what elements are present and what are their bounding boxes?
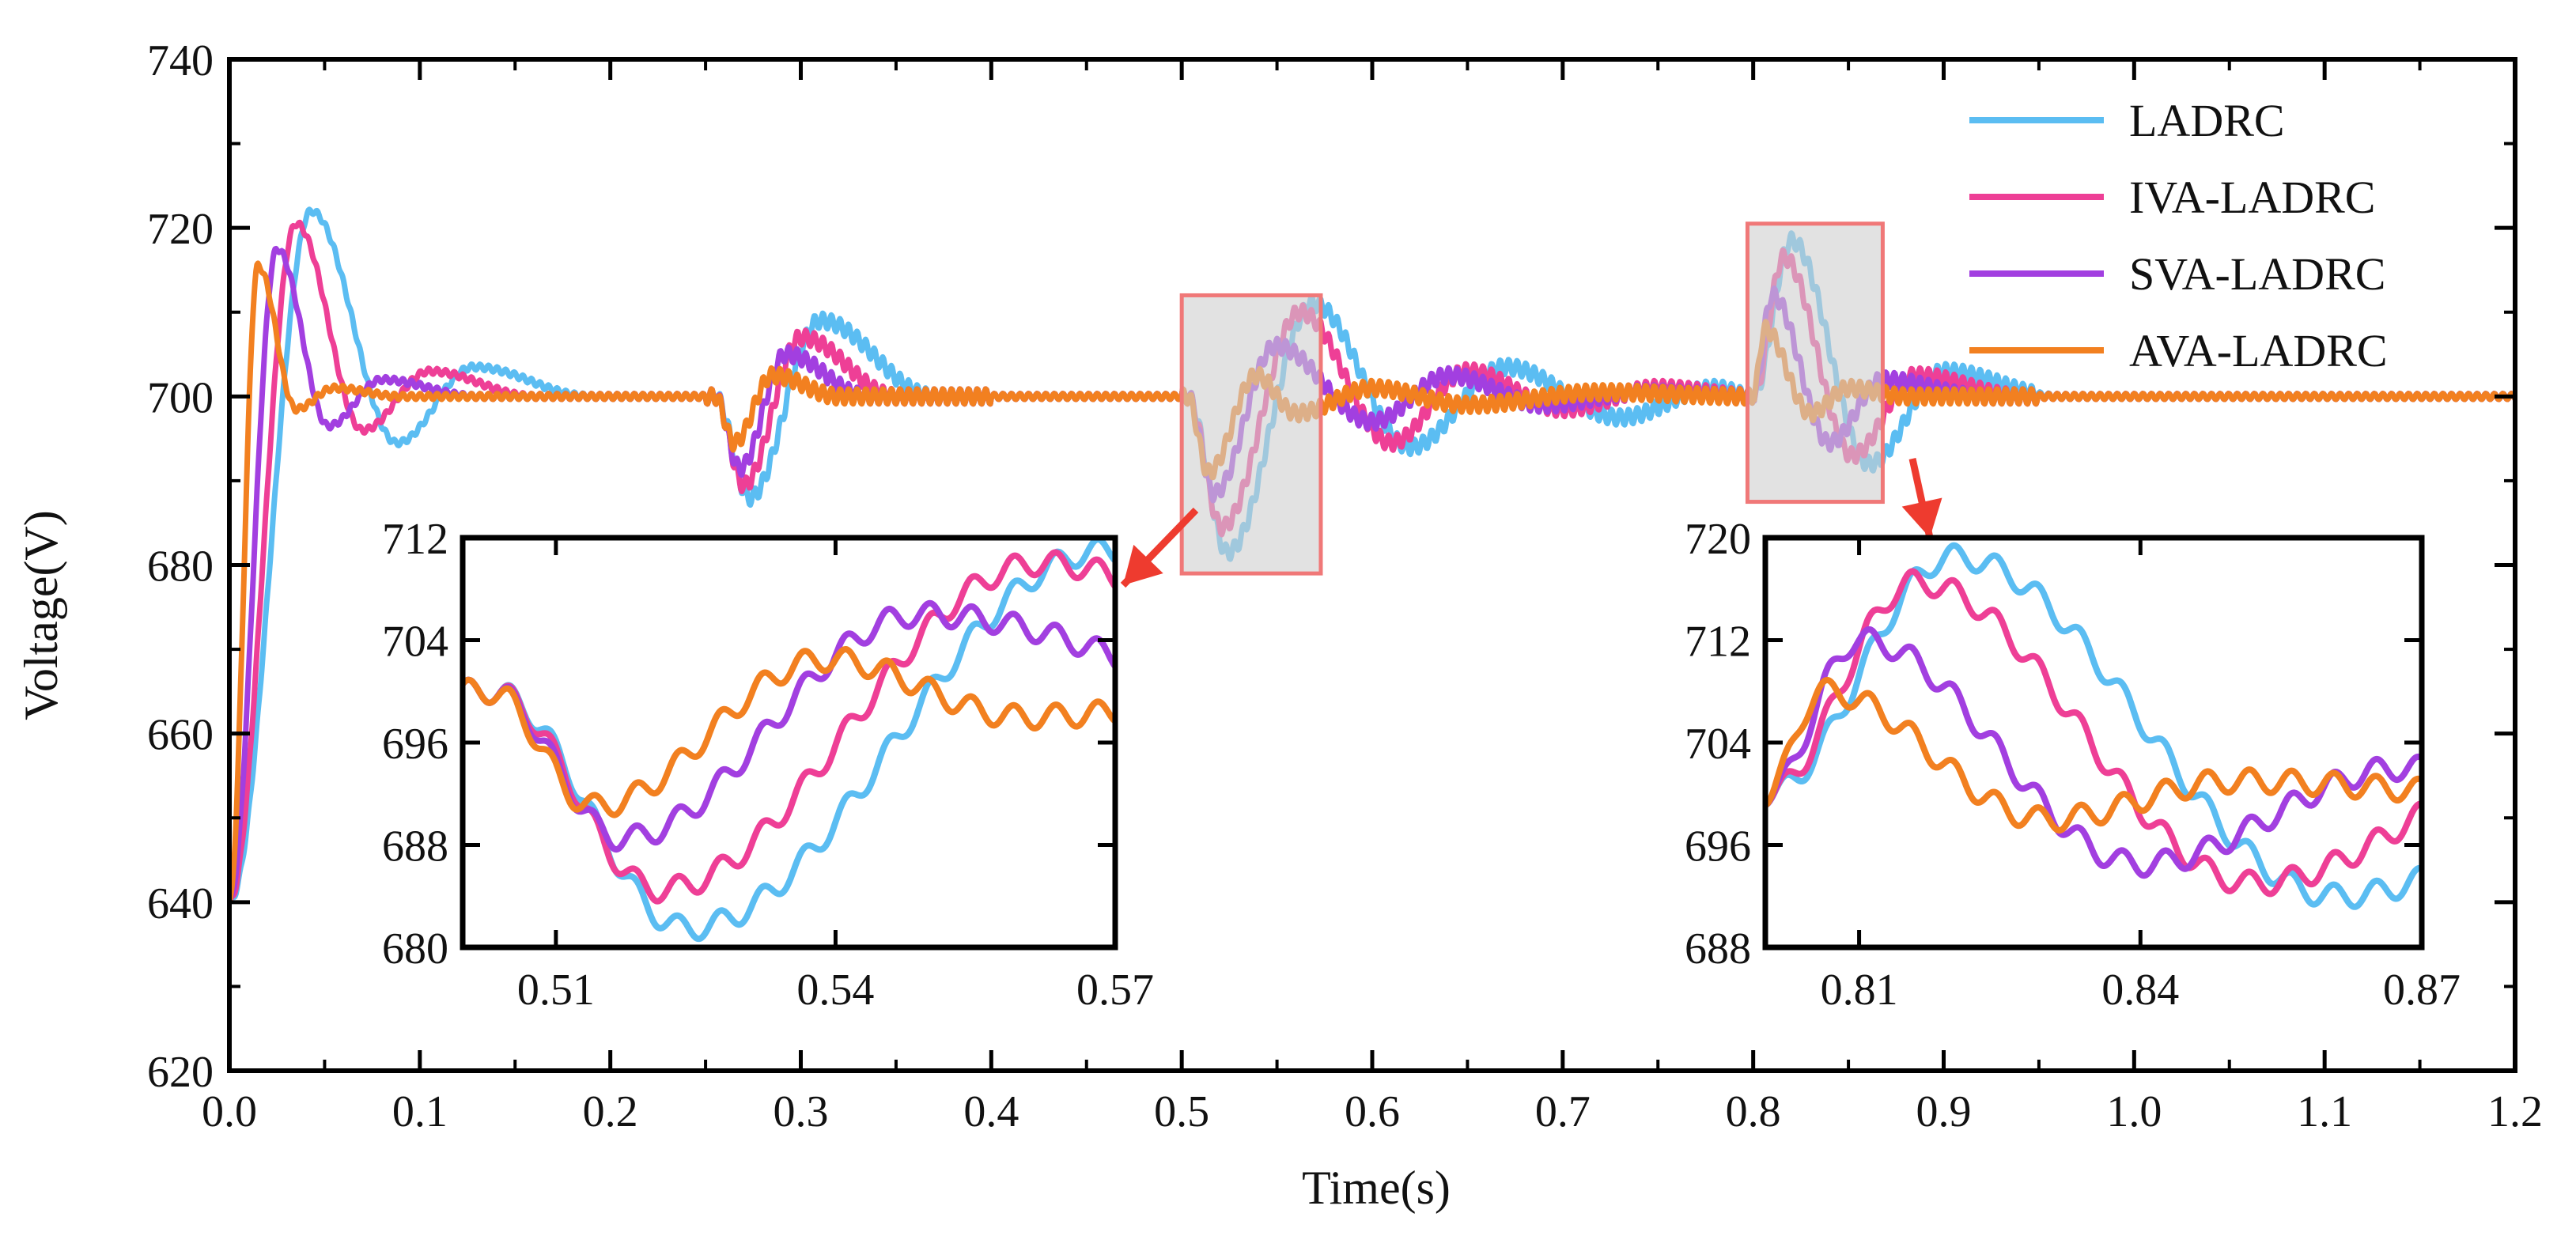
inset-right-line-sva-ladrc xyxy=(1765,626,2422,879)
x-tick-label: 1.0 xyxy=(2106,1087,2162,1136)
inset-right-highlight-box xyxy=(1745,221,1885,505)
inset-right-y-tick-label: 720 xyxy=(1685,515,1751,564)
y-tick-label: 700 xyxy=(147,373,214,422)
inset-left-y-tick-label: 704 xyxy=(382,618,448,667)
inset-right-y-tick-label: 704 xyxy=(1685,720,1751,769)
legend: LADRC IVA-LADRC SVA-LADRC AVA-LADRC xyxy=(1969,95,2388,376)
x-tick-label: 0.0 xyxy=(202,1087,257,1136)
inset-left-series xyxy=(463,538,1115,943)
inset-right-y-tick-label: 696 xyxy=(1685,822,1751,871)
highlight-boxes xyxy=(1120,221,1942,588)
x-tick-label: 1.1 xyxy=(2297,1087,2352,1136)
y-tick-label: 660 xyxy=(147,711,214,760)
y-tick-label: 680 xyxy=(147,542,214,592)
main-plot-area: 0.0 0.1 0.2 0.3 0.4 0.5 0.6 0.7 0.8 0.9 1.0 1.1 1.2 6… xyxy=(147,36,2543,1136)
main-ticks: 0.0 0.1 0.2 0.3 0.4 0.5 0.6 0.7 0.8 0.9 1.0 1.1 1.2 6… xyxy=(147,36,2543,1136)
inset-right-line-iva-ladrc xyxy=(1765,568,2422,898)
inset-left-highlight-box xyxy=(1179,293,1323,576)
inset-left-x-tick-label: 0.54 xyxy=(796,966,874,1015)
inset-left-plot: 0.51 0.54 0.57 680 688 696 704 712 xyxy=(382,515,1154,1015)
y-tick-label: 620 xyxy=(147,1048,214,1097)
inset-left-x-tick-label: 0.57 xyxy=(1076,966,1154,1015)
inset-left-y-tick-label: 688 xyxy=(382,822,448,871)
y-tick-label: 640 xyxy=(147,879,214,928)
inset-left-y-tick-label: 696 xyxy=(382,720,448,769)
legend-label-ladrc: LADRC xyxy=(2129,95,2285,146)
arrow-right-head xyxy=(1901,497,1942,538)
legend-label-ava-ladrc: AVA-LADRC xyxy=(2129,325,2388,376)
x-tick-label: 0.7 xyxy=(1535,1087,1591,1136)
inset-left-y-tick-label: 712 xyxy=(382,515,448,564)
inset-right-series xyxy=(1765,542,2422,910)
y-tick-label: 720 xyxy=(147,205,214,254)
legend-label-sva-ladrc: SVA-LADRC xyxy=(2129,248,2385,300)
x-tick-label: 1.2 xyxy=(2487,1087,2543,1136)
inset-left-line-ava-ladrc xyxy=(463,646,1115,818)
x-tick-label: 0.6 xyxy=(1345,1087,1400,1136)
x-tick-label: 0.9 xyxy=(1916,1087,1972,1136)
inset-right-line-ava-ladrc xyxy=(1765,676,2422,834)
x-tick-label: 0.3 xyxy=(774,1087,829,1136)
inset-right-x-tick-label: 0.87 xyxy=(2383,966,2461,1015)
inset-right-x-tick-label: 0.81 xyxy=(1821,966,1898,1015)
series-line-ava-ladrc xyxy=(229,260,2515,903)
inset-right-x-tick-label: 0.84 xyxy=(2101,966,2179,1015)
inset-right-plot: 0.81 0.84 0.87 688 696 704 712 720 xyxy=(1685,515,2461,1015)
x-tick-label: 0.5 xyxy=(1154,1087,1209,1136)
x-tick-label: 0.1 xyxy=(392,1087,448,1136)
inset-left-x-tick-label: 0.51 xyxy=(517,966,595,1015)
y-axis-label: Voltage(V) xyxy=(15,510,67,720)
inset-left-y-tick-label: 680 xyxy=(382,924,448,973)
legend-label-iva-ladrc: IVA-LADRC xyxy=(2129,172,2376,223)
series-lines xyxy=(229,206,2515,904)
x-axis-label: Time(s) xyxy=(1302,1162,1451,1214)
x-tick-label: 0.4 xyxy=(963,1087,1019,1136)
arrow-left-head xyxy=(1123,544,1163,585)
y-tick-label: 740 xyxy=(147,36,214,85)
inset-right-y-tick-label: 688 xyxy=(1685,924,1751,973)
inset-right-y-tick-label: 712 xyxy=(1685,618,1751,667)
x-tick-label: 0.2 xyxy=(583,1087,638,1136)
x-tick-label: 0.8 xyxy=(1726,1087,1781,1136)
